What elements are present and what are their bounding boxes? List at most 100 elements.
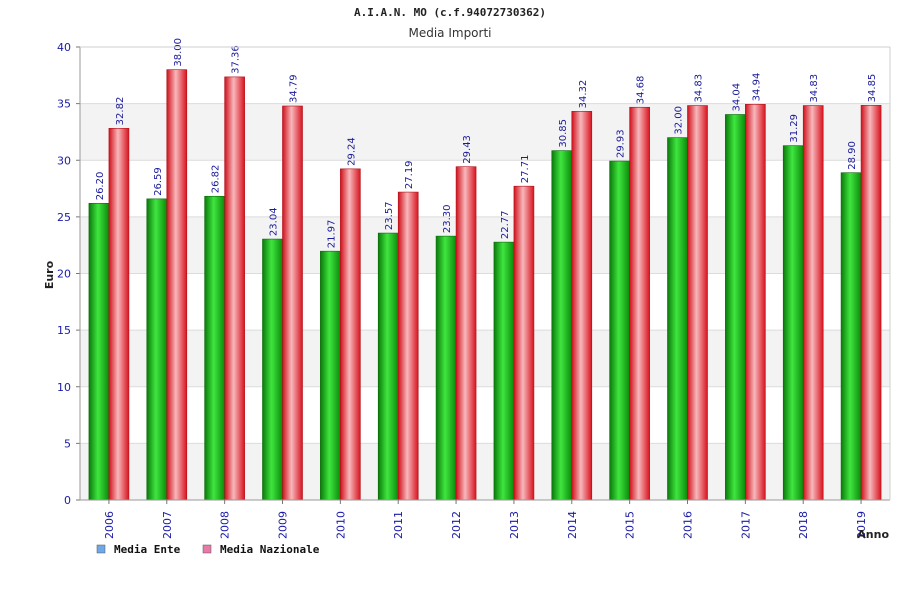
y-tick-label: 35 (57, 98, 71, 111)
bar-media-ente-2007 (146, 198, 168, 501)
x-tick-label: 2006 (103, 511, 116, 539)
bar-media-ente-2009 (262, 238, 283, 501)
x-tick-label: 2015 (624, 511, 637, 539)
grid-band (80, 443, 890, 500)
x-tick-label: 2012 (450, 511, 463, 539)
data-label: 31.29 (789, 114, 800, 143)
x-tick-label: 2018 (797, 511, 810, 539)
x-tick-label: 2019 (855, 511, 868, 539)
bar-media-ente-2019 (840, 172, 862, 501)
data-label: 26.59 (153, 167, 164, 196)
bar-media-ente-2014 (551, 150, 573, 501)
x-tick-label: 2017 (739, 511, 752, 539)
data-label: 22.77 (500, 210, 511, 239)
bar-media-nazionale-2011 (397, 191, 419, 501)
bar-media-nazionale-2019 (860, 105, 882, 501)
grid-band (80, 160, 890, 217)
bar-media-nazionale-2018 (802, 105, 824, 501)
chart-subtitle: Media Importi (408, 26, 491, 40)
y-axis-label: Euro (43, 260, 56, 289)
y-tick-label: 15 (57, 324, 71, 337)
data-label: 34.79 (289, 74, 300, 103)
bar-media-ente-2012 (435, 235, 457, 501)
bar-media-nazionale-2016 (687, 105, 708, 501)
data-label: 28.90 (847, 141, 858, 170)
bar-media-ente-2010 (320, 250, 341, 501)
grid-band (80, 386, 890, 444)
legend: Media Ente Media Nazionale (96, 543, 320, 556)
y-tick-label: 5 (64, 437, 71, 450)
y-tick-label: 25 (57, 211, 71, 224)
bar-media-ente-2013 (493, 241, 515, 501)
bar-media-nazionale-2010 (340, 168, 361, 501)
bars-group (88, 69, 882, 501)
data-label: 29.93 (616, 129, 627, 158)
bar-media-ente-2015 (609, 160, 630, 501)
data-label: 34.32 (578, 80, 589, 109)
data-label: 32.82 (115, 97, 126, 126)
y-tick-label: 40 (57, 41, 71, 54)
x-tick-label: 2009 (277, 511, 290, 539)
y-tick-label: 20 (57, 268, 71, 281)
y-tick-label: 10 (57, 381, 71, 394)
bar-media-nazionale-2007 (166, 69, 188, 501)
grid-band (80, 273, 890, 331)
data-label: 34.04 (731, 83, 742, 112)
bar-media-ente-2006 (88, 202, 110, 501)
data-label: 26.20 (95, 172, 106, 201)
bar-media-nazionale-2006 (108, 128, 130, 501)
data-label: 23.30 (442, 204, 453, 233)
data-label: 23.04 (269, 207, 280, 236)
data-label: 37.36 (231, 45, 242, 74)
legend-swatch-media-nazionale (202, 544, 212, 554)
bar-media-nazionale-2013 (513, 185, 535, 501)
bar-media-nazionale-2012 (455, 166, 477, 501)
bar-media-nazionale-2017 (745, 104, 766, 501)
bar-media-nazionale-2015 (629, 106, 650, 501)
data-label: 34.94 (751, 73, 762, 102)
data-label: 34.83 (809, 74, 820, 103)
bar-media-nazionale-2009 (282, 105, 303, 501)
x-tick-label: 2016 (682, 511, 695, 539)
data-label: 27.71 (520, 155, 531, 184)
data-label: 21.97 (326, 220, 337, 249)
x-axis-label: Anno (857, 528, 889, 541)
data-label: 23.57 (384, 201, 395, 230)
x-tick-label: 2013 (508, 511, 521, 539)
axes-group: 0 5 10 15 20 25 30 35 40 2006 2007 2008 2009 2010 2011… (57, 41, 891, 539)
data-label: 29.43 (462, 135, 473, 164)
data-label: 29.24 (346, 137, 357, 166)
chart-title: A.I.A.N. MO (c.f.94072730362) (354, 6, 546, 19)
x-tick-label: 2011 (392, 511, 405, 539)
value-labels-group: 26.20 32.82 26.59 38.00 26.82 37.36 23.04 34.79… (95, 38, 878, 248)
bar-media-ente-2008 (204, 195, 225, 501)
grid-band (80, 103, 890, 161)
x-tick-label: 2008 (219, 511, 232, 539)
legend-label-media-ente: Media Ente (114, 543, 181, 556)
bar-media-ente-2017 (725, 114, 746, 501)
bar-media-ente-2011 (377, 232, 399, 501)
x-tick-label: 2010 (334, 511, 347, 539)
x-tick-label: 2007 (161, 511, 174, 539)
grid-band (80, 330, 890, 387)
data-label: 30.85 (558, 119, 569, 148)
data-label: 27.19 (404, 160, 415, 189)
legend-label-media-nazionale: Media Nazionale (220, 543, 320, 556)
data-label: 34.83 (694, 74, 705, 103)
bar-media-ente-2016 (667, 137, 688, 501)
y-tick-label: 0 (64, 494, 71, 507)
grid-band (80, 47, 890, 104)
legend-swatch-media-ente (96, 544, 106, 554)
bar-media-nazionale-2008 (224, 76, 245, 501)
data-label: 38.00 (173, 38, 184, 67)
bar-media-ente-2018 (782, 145, 804, 501)
grid-band (80, 216, 890, 274)
data-label: 34.85 (867, 74, 878, 103)
data-label: 32.00 (674, 106, 685, 135)
x-tick-label: 2014 (566, 511, 579, 539)
data-label: 34.68 (636, 76, 647, 105)
data-label: 26.82 (211, 165, 222, 194)
y-tick-label: 30 (57, 154, 71, 167)
bar-media-nazionale-2014 (571, 111, 593, 501)
